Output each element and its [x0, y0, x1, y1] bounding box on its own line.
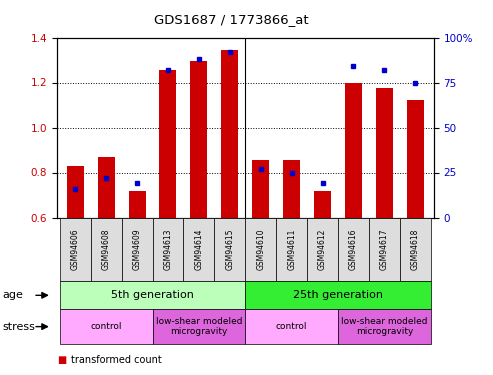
Bar: [252, 160, 269, 218]
Bar: [345, 82, 362, 218]
Text: GSM94618: GSM94618: [411, 229, 420, 270]
Text: GSM94613: GSM94613: [164, 229, 173, 270]
Bar: [221, 50, 238, 217]
Text: GSM94612: GSM94612: [318, 229, 327, 270]
Text: GSM94606: GSM94606: [70, 228, 80, 270]
Bar: [283, 160, 300, 218]
Text: stress: stress: [2, 322, 35, 332]
Text: GSM94614: GSM94614: [194, 229, 204, 270]
Text: GSM94608: GSM94608: [102, 229, 110, 270]
Text: control: control: [276, 322, 308, 331]
Bar: [314, 191, 331, 217]
Text: age: age: [2, 290, 23, 300]
Bar: [190, 61, 208, 217]
Bar: [129, 190, 145, 217]
Text: GSM94617: GSM94617: [380, 229, 389, 270]
Bar: [67, 166, 84, 218]
Text: GSM94609: GSM94609: [133, 228, 141, 270]
Text: GSM94616: GSM94616: [349, 229, 358, 270]
Bar: [159, 70, 176, 217]
Text: GSM94611: GSM94611: [287, 229, 296, 270]
Text: GDS1687 / 1773866_at: GDS1687 / 1773866_at: [154, 13, 309, 26]
Text: GSM94615: GSM94615: [225, 229, 234, 270]
Bar: [376, 88, 393, 218]
Text: 5th generation: 5th generation: [111, 290, 194, 300]
Text: GSM94610: GSM94610: [256, 229, 265, 270]
Text: ■: ■: [57, 355, 66, 365]
Text: 25th generation: 25th generation: [293, 290, 383, 300]
Text: control: control: [90, 322, 122, 331]
Text: low-shear modeled
microgravity: low-shear modeled microgravity: [341, 317, 427, 336]
Bar: [407, 100, 424, 218]
Text: transformed count: transformed count: [71, 355, 162, 365]
Text: low-shear modeled
microgravity: low-shear modeled microgravity: [156, 317, 242, 336]
Bar: [98, 157, 115, 218]
